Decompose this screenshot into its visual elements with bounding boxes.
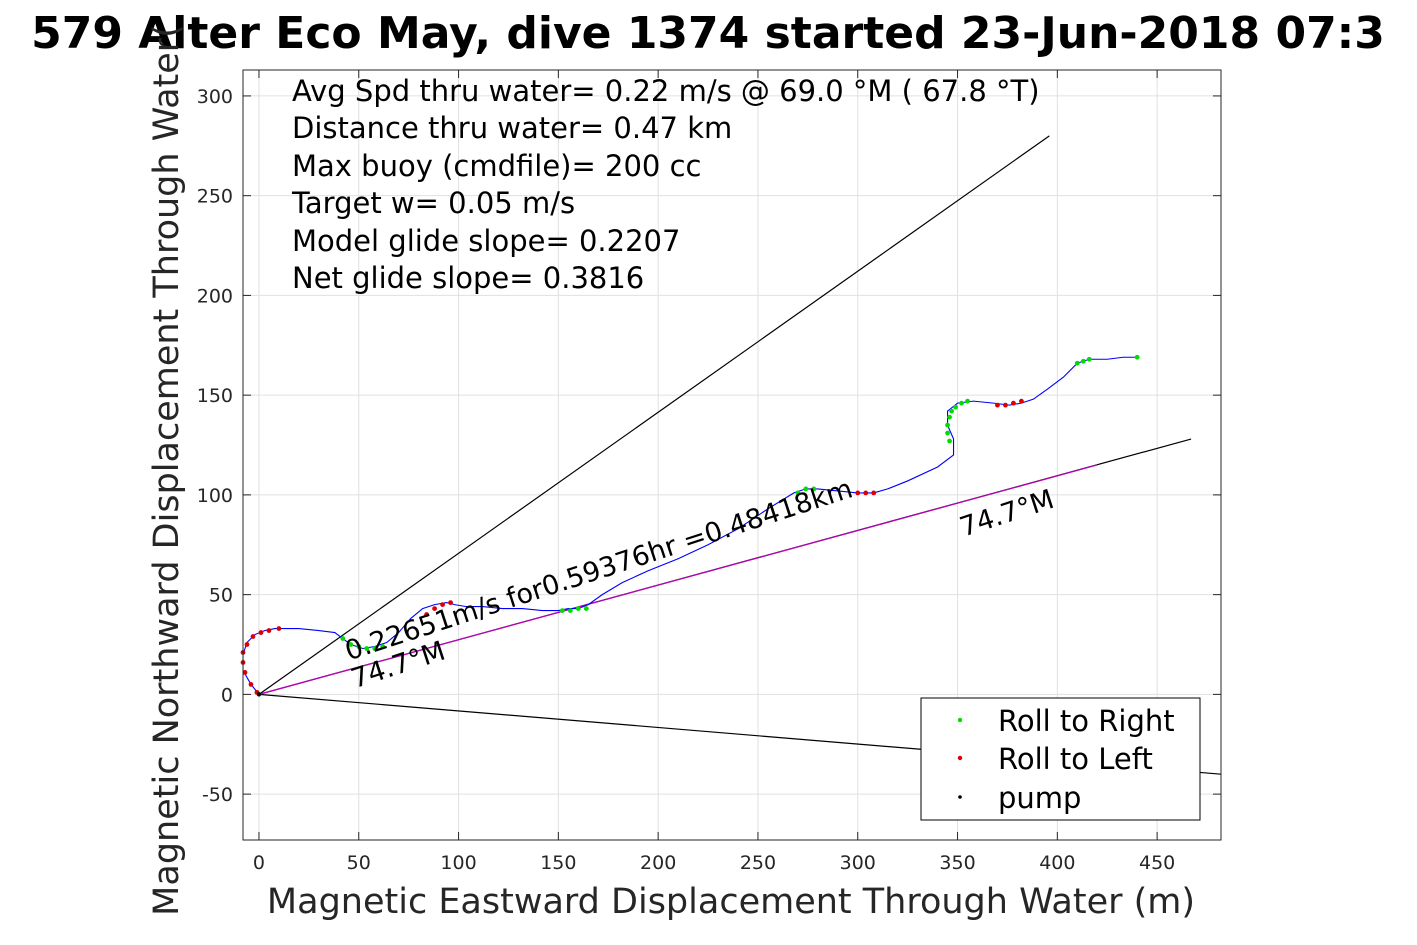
info-avg-speed: Avg Spd thru water= 0.22 m/s @ 69.0 °M (… — [292, 74, 1040, 108]
x-tick-label: 0 — [253, 852, 265, 874]
x-tick-label: 250 — [740, 852, 776, 874]
roll-right-point — [583, 606, 589, 612]
y-tick-label: 150 — [197, 385, 233, 407]
info-block: Avg Spd thru water= 0.22 m/s @ 69.0 °M (… — [291, 74, 1040, 295]
legend-label-pump: pump — [998, 781, 1081, 815]
roll-left-point — [995, 402, 1000, 408]
y-tick-label: 100 — [197, 485, 233, 507]
info-model-glide: Model glide slope= 0.2207 — [292, 224, 680, 258]
roll-left-point — [440, 602, 445, 608]
x-tick-label: 150 — [540, 852, 576, 874]
reference-line-upper-bound — [258, 135, 1050, 695]
x-tick-label: 100 — [440, 852, 476, 874]
roll-right-point — [567, 608, 573, 613]
roll-right-point — [959, 400, 964, 406]
roll-right-point — [965, 398, 970, 404]
roll-left-point — [244, 642, 250, 647]
series-line-track — [243, 356, 1140, 695]
roll-right-point — [356, 644, 362, 649]
plot-area: 0 50 100 150 200 250 300 350 400 450 -50 0 50 100 150 2… — [197, 69, 1222, 874]
roll-right-point — [340, 636, 346, 641]
roll-right-point — [348, 642, 354, 647]
roll-right-point — [949, 408, 954, 414]
info-net-glide: Net glide slope= 0.3816 — [292, 261, 644, 295]
y-axis-label: Magnetic Northward Displacement Through … — [147, 24, 187, 916]
roll-right-point — [795, 490, 801, 496]
roll-left-point — [250, 634, 256, 639]
roll-left-point — [242, 670, 248, 675]
roll-left-point — [1003, 402, 1008, 408]
roll-left-point — [266, 628, 272, 633]
legend-marker-pump — [958, 795, 962, 799]
roll-left-point — [248, 682, 254, 687]
y-tick-label: 200 — [197, 285, 233, 307]
x-tick-label: 450 — [1139, 852, 1175, 874]
roll-left-point — [276, 626, 282, 631]
roll-right-point — [947, 414, 952, 420]
y-tick-label: 0 — [221, 684, 233, 706]
marker-layer — [240, 354, 1140, 697]
info-max-buoy: Max buoy (cmdfile)= 200 cc — [292, 149, 701, 183]
roll-left-point — [448, 600, 453, 606]
y-tick-label: -50 — [202, 784, 233, 806]
roll-right-point — [559, 608, 565, 613]
roll-right-point — [947, 438, 952, 444]
y-tick-label: 300 — [197, 86, 233, 108]
roll-right-point — [1134, 354, 1140, 360]
roll-right-point — [380, 644, 386, 649]
roll-left-point — [1019, 398, 1024, 404]
legend-marker-roll-right — [957, 717, 963, 723]
pump-point — [256, 692, 262, 697]
legend-box — [920, 697, 1201, 821]
info-distance: Distance thru water= 0.47 km — [292, 111, 732, 145]
info-target-w: Target w= 0.05 m/s — [291, 186, 575, 220]
x-axis-label: Magnetic Eastward Displacement Through W… — [267, 882, 1195, 922]
roll-right-point — [945, 430, 950, 436]
roll-left-point — [1011, 400, 1016, 406]
ticks: 0 50 100 150 200 250 300 350 400 450 -50 0 50 100 150 2… — [197, 70, 1221, 874]
roll-left-point — [424, 612, 430, 617]
roll-left-point — [432, 606, 438, 612]
chart-title: 579 Alter Eco May, dive 1374 started 23-… — [31, 8, 1385, 59]
roll-left-point — [871, 490, 877, 496]
plot-frame — [242, 69, 1222, 841]
roll-left-point — [855, 490, 861, 496]
x-tick-label: 50 — [347, 852, 371, 874]
x-tick-label: 400 — [1039, 852, 1075, 874]
roll-right-point — [803, 486, 809, 492]
roll-right-point — [1086, 356, 1092, 362]
roll-right-point — [1080, 358, 1086, 364]
x-tick-label: 350 — [939, 852, 975, 874]
legend-label-roll-left: Roll to Left — [998, 742, 1153, 776]
roll-left-point — [863, 490, 869, 496]
reference-line-heading-line-overlay — [258, 464, 1098, 695]
roll-left-point — [258, 630, 264, 635]
legend-marker-roll-left — [957, 755, 963, 761]
roll-right-point — [364, 646, 370, 651]
roll-right-point — [575, 606, 581, 612]
roll-right-point — [953, 404, 958, 410]
legend: Roll to Right Roll to Left pump — [920, 697, 1201, 821]
roll-right-point — [811, 486, 817, 492]
y-tick-label: 250 — [197, 186, 233, 208]
x-tick-label: 200 — [640, 852, 676, 874]
roll-right-point — [945, 422, 950, 428]
series-layer — [243, 356, 1140, 695]
y-tick-label: 50 — [209, 585, 233, 607]
x-tick-label: 300 — [840, 852, 876, 874]
roll-right-point — [372, 646, 378, 651]
roll-right-point — [1074, 360, 1080, 366]
legend-label-roll-right: Roll to Right — [998, 704, 1175, 738]
